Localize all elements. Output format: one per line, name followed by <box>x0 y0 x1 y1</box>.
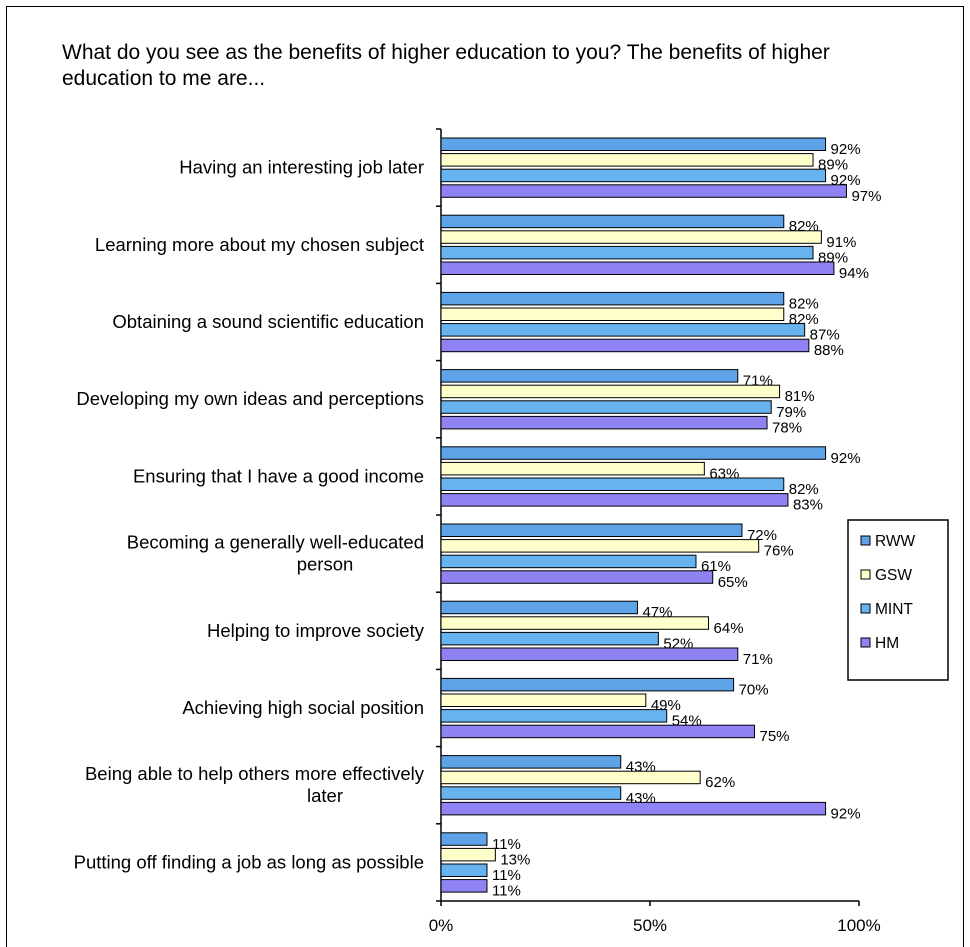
data-label: 92% <box>831 141 861 158</box>
data-label: 76% <box>764 543 794 560</box>
bar-rww <box>440 523 743 537</box>
bar-mint <box>440 168 827 183</box>
data-label: 13% <box>500 851 530 868</box>
legend-label: GSW <box>875 567 912 584</box>
data-label: 11% <box>492 867 521 884</box>
data-label: 82% <box>789 481 819 498</box>
bar-rww <box>440 291 785 306</box>
bar-gsw <box>440 539 760 553</box>
bar-gsw <box>440 230 822 244</box>
data-label: 97% <box>851 188 881 205</box>
category-label: Developing my own ideas and perceptions <box>76 388 424 409</box>
legend-swatch <box>860 603 871 614</box>
bar-hm <box>440 261 835 275</box>
data-label: 78% <box>772 419 802 436</box>
bar-rww <box>440 677 735 692</box>
bar-hm <box>440 415 768 430</box>
category-label: Helping to improve society <box>207 620 425 641</box>
legend-label: RWW <box>875 533 916 550</box>
legend-box <box>847 519 949 681</box>
bar-rww <box>440 600 638 615</box>
bar-mint <box>440 709 668 723</box>
category-label: Obtaining a sound scientific education <box>112 311 424 332</box>
bar-hm <box>440 801 827 816</box>
data-label: 11% <box>492 883 521 900</box>
data-label: 94% <box>839 265 869 282</box>
bar-gsw <box>440 461 705 476</box>
data-label: 82% <box>789 295 819 312</box>
bar-gsw <box>440 384 781 399</box>
data-label: 71% <box>743 651 773 668</box>
bar-rww <box>440 137 827 151</box>
data-label: 64% <box>714 620 744 637</box>
legend-label: MINT <box>875 601 913 618</box>
bar-gsw <box>440 770 701 785</box>
category-label: Becoming a generally well-educated person <box>127 532 424 575</box>
legend-swatch <box>860 569 871 580</box>
bar-rww <box>440 369 739 383</box>
bar-mint <box>440 786 622 800</box>
bar-gsw <box>440 847 496 862</box>
x-tick-label: 50% <box>633 916 667 935</box>
bar-mint <box>440 477 785 491</box>
bar-gsw <box>440 693 647 707</box>
data-label: 92% <box>831 450 861 467</box>
bar-rww <box>440 832 488 846</box>
data-label: 79% <box>776 404 806 421</box>
bar-hm <box>440 493 789 507</box>
legend-swatch <box>860 637 871 648</box>
legend-swatch <box>860 535 871 546</box>
bar-gsw <box>440 616 710 630</box>
bar-mint <box>440 631 659 646</box>
bar-mint <box>440 245 814 260</box>
chart-title: What do you see as the benefits of highe… <box>62 41 830 90</box>
data-label: 62% <box>705 774 735 791</box>
category-label: Achieving high social position <box>182 697 424 718</box>
bar-hm <box>440 570 714 584</box>
bar-rww <box>440 214 785 229</box>
bar-gsw <box>440 307 785 321</box>
data-label: 83% <box>793 497 823 514</box>
x-tick-label: 0% <box>429 916 454 935</box>
bar-mint <box>440 554 697 569</box>
data-label: 70% <box>739 681 769 698</box>
category-label: Putting off finding a job as long as pos… <box>74 851 424 872</box>
bar-rww <box>440 755 622 769</box>
category-label: Having an interesting job later <box>179 157 424 178</box>
bar-gsw <box>440 153 814 167</box>
data-label: 81% <box>785 388 815 405</box>
bar-rww <box>440 446 827 460</box>
bar-hm <box>440 647 739 661</box>
data-label: 75% <box>760 728 790 745</box>
data-label: 11% <box>492 836 521 853</box>
data-label: 91% <box>826 234 856 251</box>
data-label: 87% <box>810 327 840 344</box>
bar-hm <box>440 879 488 893</box>
legend-label: HM <box>875 635 899 652</box>
x-tick-label: 100% <box>837 916 880 935</box>
category-label: Being able to help others more effective… <box>85 763 425 806</box>
category-label: Learning more about my chosen subject <box>95 234 424 255</box>
bar-hm <box>440 338 810 353</box>
bar-mint <box>440 863 488 877</box>
bar-hm <box>440 184 847 198</box>
data-label: 92% <box>831 805 861 822</box>
data-label: 88% <box>814 342 844 359</box>
bar-hm <box>440 724 755 739</box>
bar-mint <box>440 400 772 414</box>
category-label: Ensuring that I have a good income <box>133 465 424 486</box>
data-label: 65% <box>718 574 748 591</box>
bar-mint <box>440 323 806 337</box>
